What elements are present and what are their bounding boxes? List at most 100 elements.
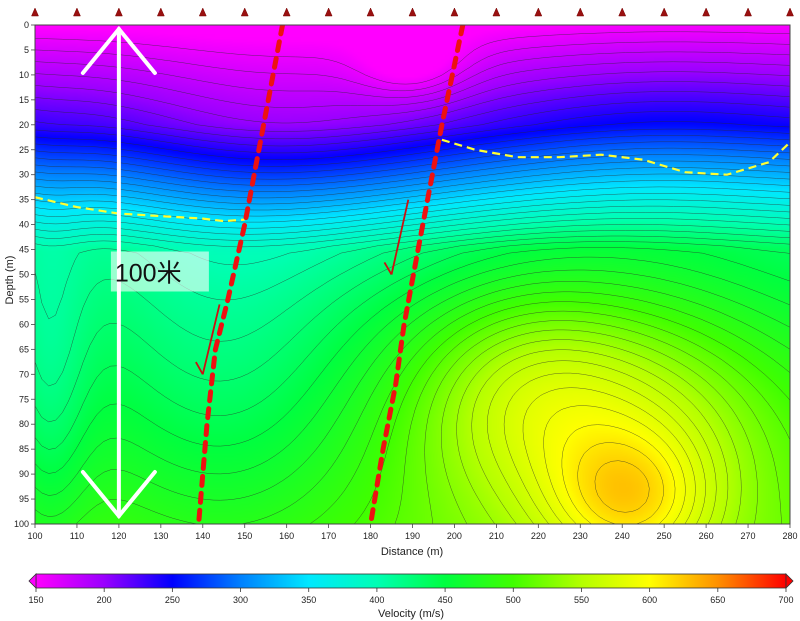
contour-line (35, 235, 790, 423)
y-tick-label: 45 (19, 245, 29, 255)
colorbar-tick-label: 700 (778, 595, 793, 605)
geophone-marker (492, 7, 501, 17)
fault-lines (195, 25, 466, 524)
contour-line (75, 281, 790, 524)
x-tick-label: 220 (531, 531, 546, 541)
y-axis-title: Depth (m) (4, 256, 16, 305)
contour-line (35, 101, 790, 147)
slip-arrow-head (195, 361, 204, 375)
y-tick-label: 25 (19, 145, 29, 155)
geophone-marker (450, 7, 459, 17)
colorbar-ticks: 150 200 250 300 350 400 450 500 550 600 650 700 (28, 588, 794, 605)
y-axis: 0 5 10 15 20 25 30 35 40 45 50 55 60 65 70 75 80 85 90 95 10… (14, 20, 35, 529)
x-tick-label: 280 (782, 531, 797, 541)
geophone-marker (786, 7, 794, 17)
x-tick-label: 110 (70, 531, 84, 541)
geophone-marker (198, 7, 207, 17)
x-tick-label: 240 (615, 531, 630, 541)
colorbar: 150 200 250 300 350 400 450 500 550 600 650 700 Vel… (28, 573, 794, 620)
plot-area (35, 25, 790, 524)
x-tick-label: 190 (405, 531, 420, 541)
y-tick-label: 95 (19, 494, 29, 504)
contour-line (35, 199, 790, 235)
layer-interfaces (35, 138, 790, 223)
x-tick-label: 260 (699, 531, 714, 541)
y-tick-label: 90 (19, 469, 29, 479)
contour-line (522, 387, 696, 524)
contour-line (35, 167, 790, 205)
y-tick-label: 30 (19, 170, 29, 180)
contour-line (35, 154, 790, 192)
geophone-stations (31, 7, 794, 17)
y-tick-label: 5 (24, 45, 29, 55)
scale-label: 100米 (115, 260, 182, 288)
geophone-marker (366, 7, 375, 17)
interface-line (441, 138, 790, 176)
x-tick-label: 160 (279, 531, 294, 541)
y-tick-label: 75 (19, 394, 29, 404)
y-tick-label: 40 (19, 220, 29, 230)
colorbar-tick-label: 400 (369, 595, 384, 605)
y-tick-label: 0 (24, 20, 29, 30)
colorbar-min-arrow (28, 573, 37, 589)
y-tick-label: 50 (19, 270, 29, 280)
velocity-contours (35, 31, 790, 524)
y-tick-label: 10 (19, 70, 29, 80)
contour-line (35, 121, 790, 160)
y-tick-label: 15 (19, 95, 29, 105)
y-tick-label: 20 (19, 120, 29, 130)
geophone-marker (744, 7, 752, 17)
x-tick-label: 170 (321, 531, 336, 541)
y-tick-label: 85 (19, 444, 29, 454)
interface-line (35, 196, 245, 223)
x-tick-label: 200 (447, 531, 462, 541)
x-tick-label: 140 (195, 531, 210, 541)
y-tick-label: 80 (19, 419, 29, 429)
contour-line (35, 71, 790, 124)
contour-line (35, 41, 790, 92)
contour-line (35, 31, 790, 85)
x-tick-label: 100 (27, 531, 42, 541)
scale-arrow-head-top (80, 25, 157, 75)
scale-annotation: 100米 (80, 25, 209, 520)
fault-line (368, 25, 466, 524)
slip-arrow-head (383, 261, 393, 275)
x-tick-label: 270 (741, 531, 756, 541)
contour-line (35, 247, 790, 474)
fault-line (196, 25, 285, 524)
scale-arrow-head-bottom (80, 470, 157, 520)
contour-line (471, 349, 729, 524)
colorbar-max-arrow (785, 573, 794, 589)
contour-line (594, 460, 650, 513)
geophone-marker (618, 7, 627, 17)
contour-line (456, 339, 742, 524)
contour-line (309, 291, 790, 524)
contour-line (394, 310, 790, 524)
colorbar-tick-label: 150 (28, 595, 43, 605)
contour-line (354, 301, 790, 524)
x-tick-label: 230 (573, 531, 588, 541)
geophone-marker (408, 7, 417, 17)
x-tick-label: 210 (489, 531, 504, 541)
colorbar-tick-label: 350 (301, 595, 316, 605)
colorbar-tick-label: 300 (233, 595, 248, 605)
contour-line (35, 91, 790, 140)
x-tick-label: 120 (111, 531, 126, 541)
contour-line (561, 424, 676, 524)
contour-line (35, 141, 790, 180)
colorbar-tick-label: 200 (97, 595, 112, 605)
colorbar-tick-label: 250 (165, 595, 180, 605)
y-tick-label: 35 (19, 195, 29, 205)
contour-line (35, 128, 790, 167)
colorbar-tick-label: 600 (642, 595, 657, 605)
colorbar-tick-label: 450 (438, 595, 453, 605)
x-axis: 100 110 120 130 140 150 160 170 180 190 200 210 220 2… (27, 524, 798, 541)
y-tick-label: 100 (14, 519, 29, 529)
geophone-marker (240, 7, 249, 17)
contour-line (441, 329, 758, 524)
contour-line (35, 193, 790, 229)
geophone-marker (324, 7, 333, 17)
contour-line (35, 269, 790, 517)
y-tick-label: 60 (19, 319, 29, 329)
